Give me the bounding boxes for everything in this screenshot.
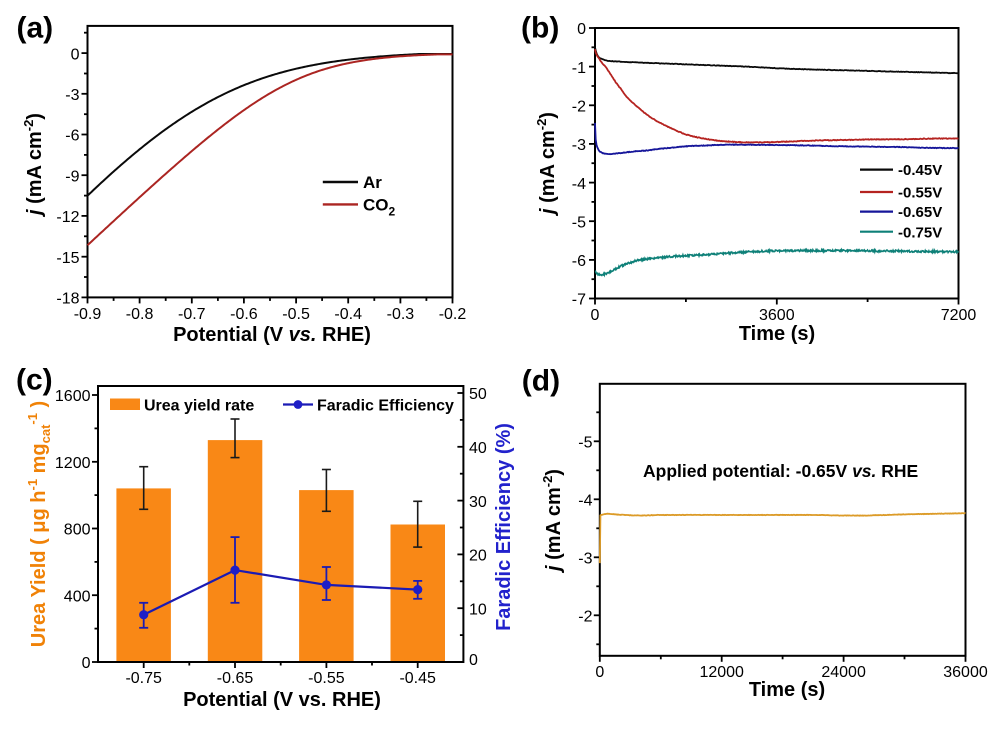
svg-text:-7: -7 bbox=[572, 292, 586, 309]
svg-text:3600: 3600 bbox=[759, 307, 795, 324]
svg-text:0: 0 bbox=[577, 21, 586, 38]
svg-text:0: 0 bbox=[591, 307, 600, 324]
svg-text:-3: -3 bbox=[65, 87, 79, 104]
svg-text:Potential (V vs. RHE): Potential (V vs. RHE) bbox=[173, 324, 371, 346]
svg-text:-12: -12 bbox=[56, 209, 79, 226]
svg-text:-5: -5 bbox=[572, 214, 586, 231]
svg-text:0: 0 bbox=[469, 652, 478, 669]
svg-text:1600: 1600 bbox=[55, 388, 91, 405]
svg-text:-0.3: -0.3 bbox=[387, 306, 415, 323]
svg-text:(a): (a) bbox=[17, 12, 54, 45]
svg-text:12000: 12000 bbox=[699, 664, 744, 681]
svg-text:(d): (d) bbox=[522, 364, 560, 397]
svg-text:-6: -6 bbox=[65, 128, 79, 145]
svg-text:-0.65V: -0.65V bbox=[898, 204, 942, 221]
svg-text:-4: -4 bbox=[572, 176, 586, 193]
svg-text:-0.5: -0.5 bbox=[282, 306, 310, 323]
svg-text:36000: 36000 bbox=[943, 664, 988, 681]
svg-text:Time (s): Time (s) bbox=[739, 323, 815, 345]
svg-text:Faradic Efficiency: Faradic Efficiency bbox=[317, 398, 454, 415]
svg-text:Urea yield rate: Urea yield rate bbox=[144, 398, 254, 415]
svg-text:-18: -18 bbox=[56, 291, 79, 308]
svg-text:0: 0 bbox=[71, 46, 80, 63]
svg-text:-0.6: -0.6 bbox=[230, 306, 258, 323]
svg-text:Ar: Ar bbox=[363, 173, 382, 192]
svg-text:-1: -1 bbox=[572, 60, 586, 77]
svg-text:-6: -6 bbox=[572, 253, 586, 270]
svg-text:-0.2: -0.2 bbox=[439, 306, 467, 323]
svg-text:50: 50 bbox=[469, 386, 487, 403]
svg-text:40: 40 bbox=[469, 440, 487, 457]
svg-text:20: 20 bbox=[469, 548, 487, 565]
svg-text:-0.65: -0.65 bbox=[217, 670, 254, 687]
svg-text:24000: 24000 bbox=[821, 664, 866, 681]
svg-text:-4: -4 bbox=[578, 493, 592, 510]
svg-text:-5: -5 bbox=[578, 435, 592, 452]
svg-text:(b): (b) bbox=[521, 12, 559, 45]
svg-text:(c): (c) bbox=[16, 364, 53, 397]
svg-text:-2: -2 bbox=[572, 99, 586, 116]
svg-text:0: 0 bbox=[82, 655, 91, 672]
svg-text:0: 0 bbox=[595, 664, 604, 681]
svg-text:-0.45: -0.45 bbox=[399, 670, 436, 687]
svg-text:-0.55V: -0.55V bbox=[898, 185, 942, 202]
svg-text:-0.4: -0.4 bbox=[334, 306, 362, 323]
svg-text:Applied potential: -0.65V vs.: Applied potential: -0.65V vs. RHE bbox=[643, 461, 918, 481]
svg-text:-0.9: -0.9 bbox=[74, 306, 102, 323]
svg-text:-0.75V: -0.75V bbox=[898, 224, 942, 241]
svg-text:-0.8: -0.8 bbox=[126, 306, 154, 323]
svg-text:-15: -15 bbox=[56, 250, 79, 267]
svg-text:30: 30 bbox=[469, 494, 487, 511]
svg-text:Potential (V vs. RHE): Potential (V vs. RHE) bbox=[183, 689, 381, 711]
svg-text:Time (s): Time (s) bbox=[749, 679, 825, 701]
svg-text:j (mA cm-2): j (mA cm-2) bbox=[540, 469, 565, 574]
svg-text:7200: 7200 bbox=[941, 307, 977, 324]
svg-text:-0.75: -0.75 bbox=[125, 670, 162, 687]
svg-text:CO2: CO2 bbox=[363, 196, 396, 219]
svg-text:-9: -9 bbox=[65, 168, 79, 185]
svg-text:800: 800 bbox=[64, 522, 91, 539]
svg-text:Faradic Efficiency (%): Faradic Efficiency (%) bbox=[493, 423, 515, 631]
svg-text:400: 400 bbox=[64, 589, 91, 606]
svg-text:-0.55: -0.55 bbox=[308, 670, 345, 687]
svg-text:-0.7: -0.7 bbox=[178, 306, 206, 323]
svg-text:-3: -3 bbox=[578, 551, 592, 568]
svg-text:-0.45V: -0.45V bbox=[898, 162, 942, 179]
svg-text:10: 10 bbox=[469, 601, 487, 618]
svg-text:-2: -2 bbox=[578, 609, 592, 626]
svg-text:-3: -3 bbox=[572, 137, 586, 154]
svg-text:1200: 1200 bbox=[55, 455, 91, 472]
